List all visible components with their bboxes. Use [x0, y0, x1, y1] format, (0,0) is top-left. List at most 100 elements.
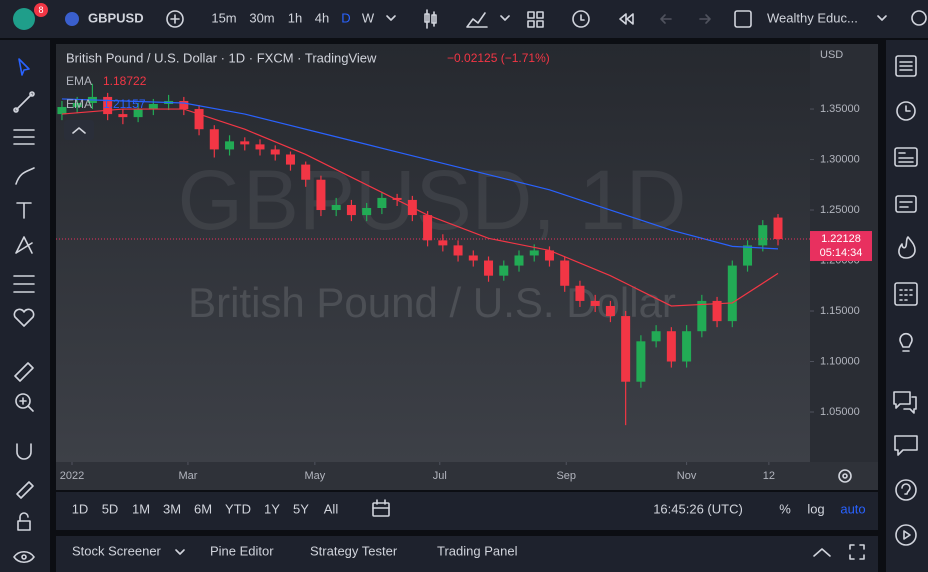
badge-count: 8	[38, 5, 43, 15]
log-toggle[interactable]: log	[807, 501, 824, 516]
candle-body	[560, 260, 570, 286]
legend-name: EMA	[66, 97, 92, 111]
panel-tab[interactable]: Strategy Tester	[310, 543, 398, 558]
y-tick-label: 1.05000	[820, 406, 860, 418]
left-toolbar	[0, 40, 50, 572]
candle-body	[148, 103, 158, 110]
countdown: 05:14:34	[820, 247, 863, 259]
y-tick-label: 1.35000	[820, 103, 860, 115]
range-button[interactable]: All	[324, 501, 339, 516]
interval[interactable]: 15m	[211, 10, 236, 25]
x-tick-label: 12	[763, 470, 775, 482]
x-tick-label: Jul	[433, 470, 447, 482]
candle-body	[331, 204, 341, 211]
candle-body	[590, 300, 600, 306]
candle-body	[743, 245, 753, 266]
candle-style-icon[interactable]	[424, 9, 437, 29]
candle-body	[209, 129, 219, 150]
candle-body	[438, 240, 448, 246]
collapse-button[interactable]	[64, 120, 94, 140]
range-button[interactable]: 1D	[72, 501, 89, 516]
candle-body	[758, 225, 768, 246]
range-bar	[56, 492, 878, 530]
percent-toggle[interactable]: %	[779, 501, 791, 516]
chart-pane	[56, 44, 810, 462]
range-button[interactable]: 1Y	[264, 501, 280, 516]
time-axis	[56, 462, 878, 490]
x-tick-label: May	[304, 470, 325, 482]
sidebar-tools[interactable]	[893, 55, 918, 546]
interval-menu-icon[interactable]	[386, 15, 396, 21]
settings-icon[interactable]	[838, 469, 852, 483]
x-tick-label: Mar	[178, 470, 197, 482]
candle-body	[225, 141, 235, 150]
candle-body	[484, 260, 494, 276]
candle-body	[712, 300, 722, 322]
range-button[interactable]: 1M	[132, 501, 150, 516]
range-button[interactable]: 5D	[102, 501, 119, 516]
clock[interactable]: 16:45:26 (UTC)	[653, 501, 743, 516]
y-tick-label: 1.25000	[820, 204, 860, 216]
candle-body	[621, 316, 631, 382]
panel-controls[interactable]	[175, 544, 865, 560]
symbol-flag	[65, 12, 79, 26]
candle-body	[133, 109, 143, 118]
layout-name[interactable]: Wealthy Educ...	[767, 10, 858, 25]
candle-body	[636, 341, 646, 382]
candle-body	[72, 102, 82, 108]
y-tick-label: 1.15000	[820, 305, 860, 317]
symbol[interactable]: GBPUSD	[88, 10, 144, 25]
candle-body	[285, 154, 295, 165]
x-tick-label: Sep	[556, 470, 576, 482]
layout-menu-icon[interactable]	[877, 15, 887, 21]
interval[interactable]: 1h	[288, 10, 302, 25]
plot	[57, 83, 783, 426]
drawing-tools[interactable]	[13, 58, 35, 564]
add-symbol-icon[interactable]	[166, 10, 184, 28]
legend-name: EMA	[66, 74, 92, 88]
range-button[interactable]: 5Y	[293, 501, 309, 516]
last-price-box	[810, 231, 872, 262]
x-tick-label: 2022	[60, 470, 84, 482]
layout-icon[interactable]	[527, 11, 544, 28]
panel-tab[interactable]: Stock Screener	[72, 543, 162, 558]
range-button[interactable]: 6M	[194, 501, 212, 516]
currency-label[interactable]: USD	[820, 49, 843, 61]
candle-body	[362, 208, 372, 216]
interval[interactable]: 4h	[315, 10, 329, 25]
interval[interactable]: 30m	[249, 10, 274, 25]
collapse-icon[interactable]	[72, 127, 86, 134]
x-tick-label: Nov	[677, 470, 697, 482]
date-range-icon[interactable]	[372, 499, 390, 517]
top-toolbar	[0, 0, 928, 38]
candle-body	[255, 144, 265, 150]
interval[interactable]: W	[362, 10, 375, 25]
y-tick-label: 1.30000	[820, 153, 860, 165]
candle-body	[346, 204, 356, 216]
y-tick-label: 1.10000	[820, 355, 860, 367]
range-button[interactable]: YTD	[225, 501, 251, 516]
search-icon[interactable]	[911, 10, 927, 26]
candle-body	[651, 331, 661, 342]
candle-body	[575, 285, 585, 301]
indicators-icon[interactable]	[466, 12, 510, 28]
interval[interactable]: D	[341, 10, 350, 25]
range-button[interactable]: 3M	[163, 501, 181, 516]
bottom-panel	[56, 536, 878, 572]
candle-body	[118, 114, 128, 118]
legend-value: 1.18722	[103, 74, 147, 88]
alert-icon[interactable]	[572, 10, 590, 28]
candle-body	[301, 164, 311, 180]
candle-body	[270, 149, 280, 155]
candle-body	[423, 215, 433, 241]
avatar[interactable]	[13, 8, 35, 30]
candle-body	[377, 197, 387, 209]
auto-toggle[interactable]: auto	[840, 501, 865, 516]
replay-icon[interactable]	[619, 13, 634, 25]
candle-body	[57, 107, 67, 115]
layout-checkbox[interactable]	[734, 10, 752, 28]
price-change: −0.02125 (−1.71%)	[447, 51, 550, 65]
panel-tab[interactable]: Pine Editor	[210, 543, 274, 558]
panel-tab[interactable]: Trading Panel	[437, 543, 518, 558]
undo-redo-icon[interactable]	[660, 14, 711, 24]
